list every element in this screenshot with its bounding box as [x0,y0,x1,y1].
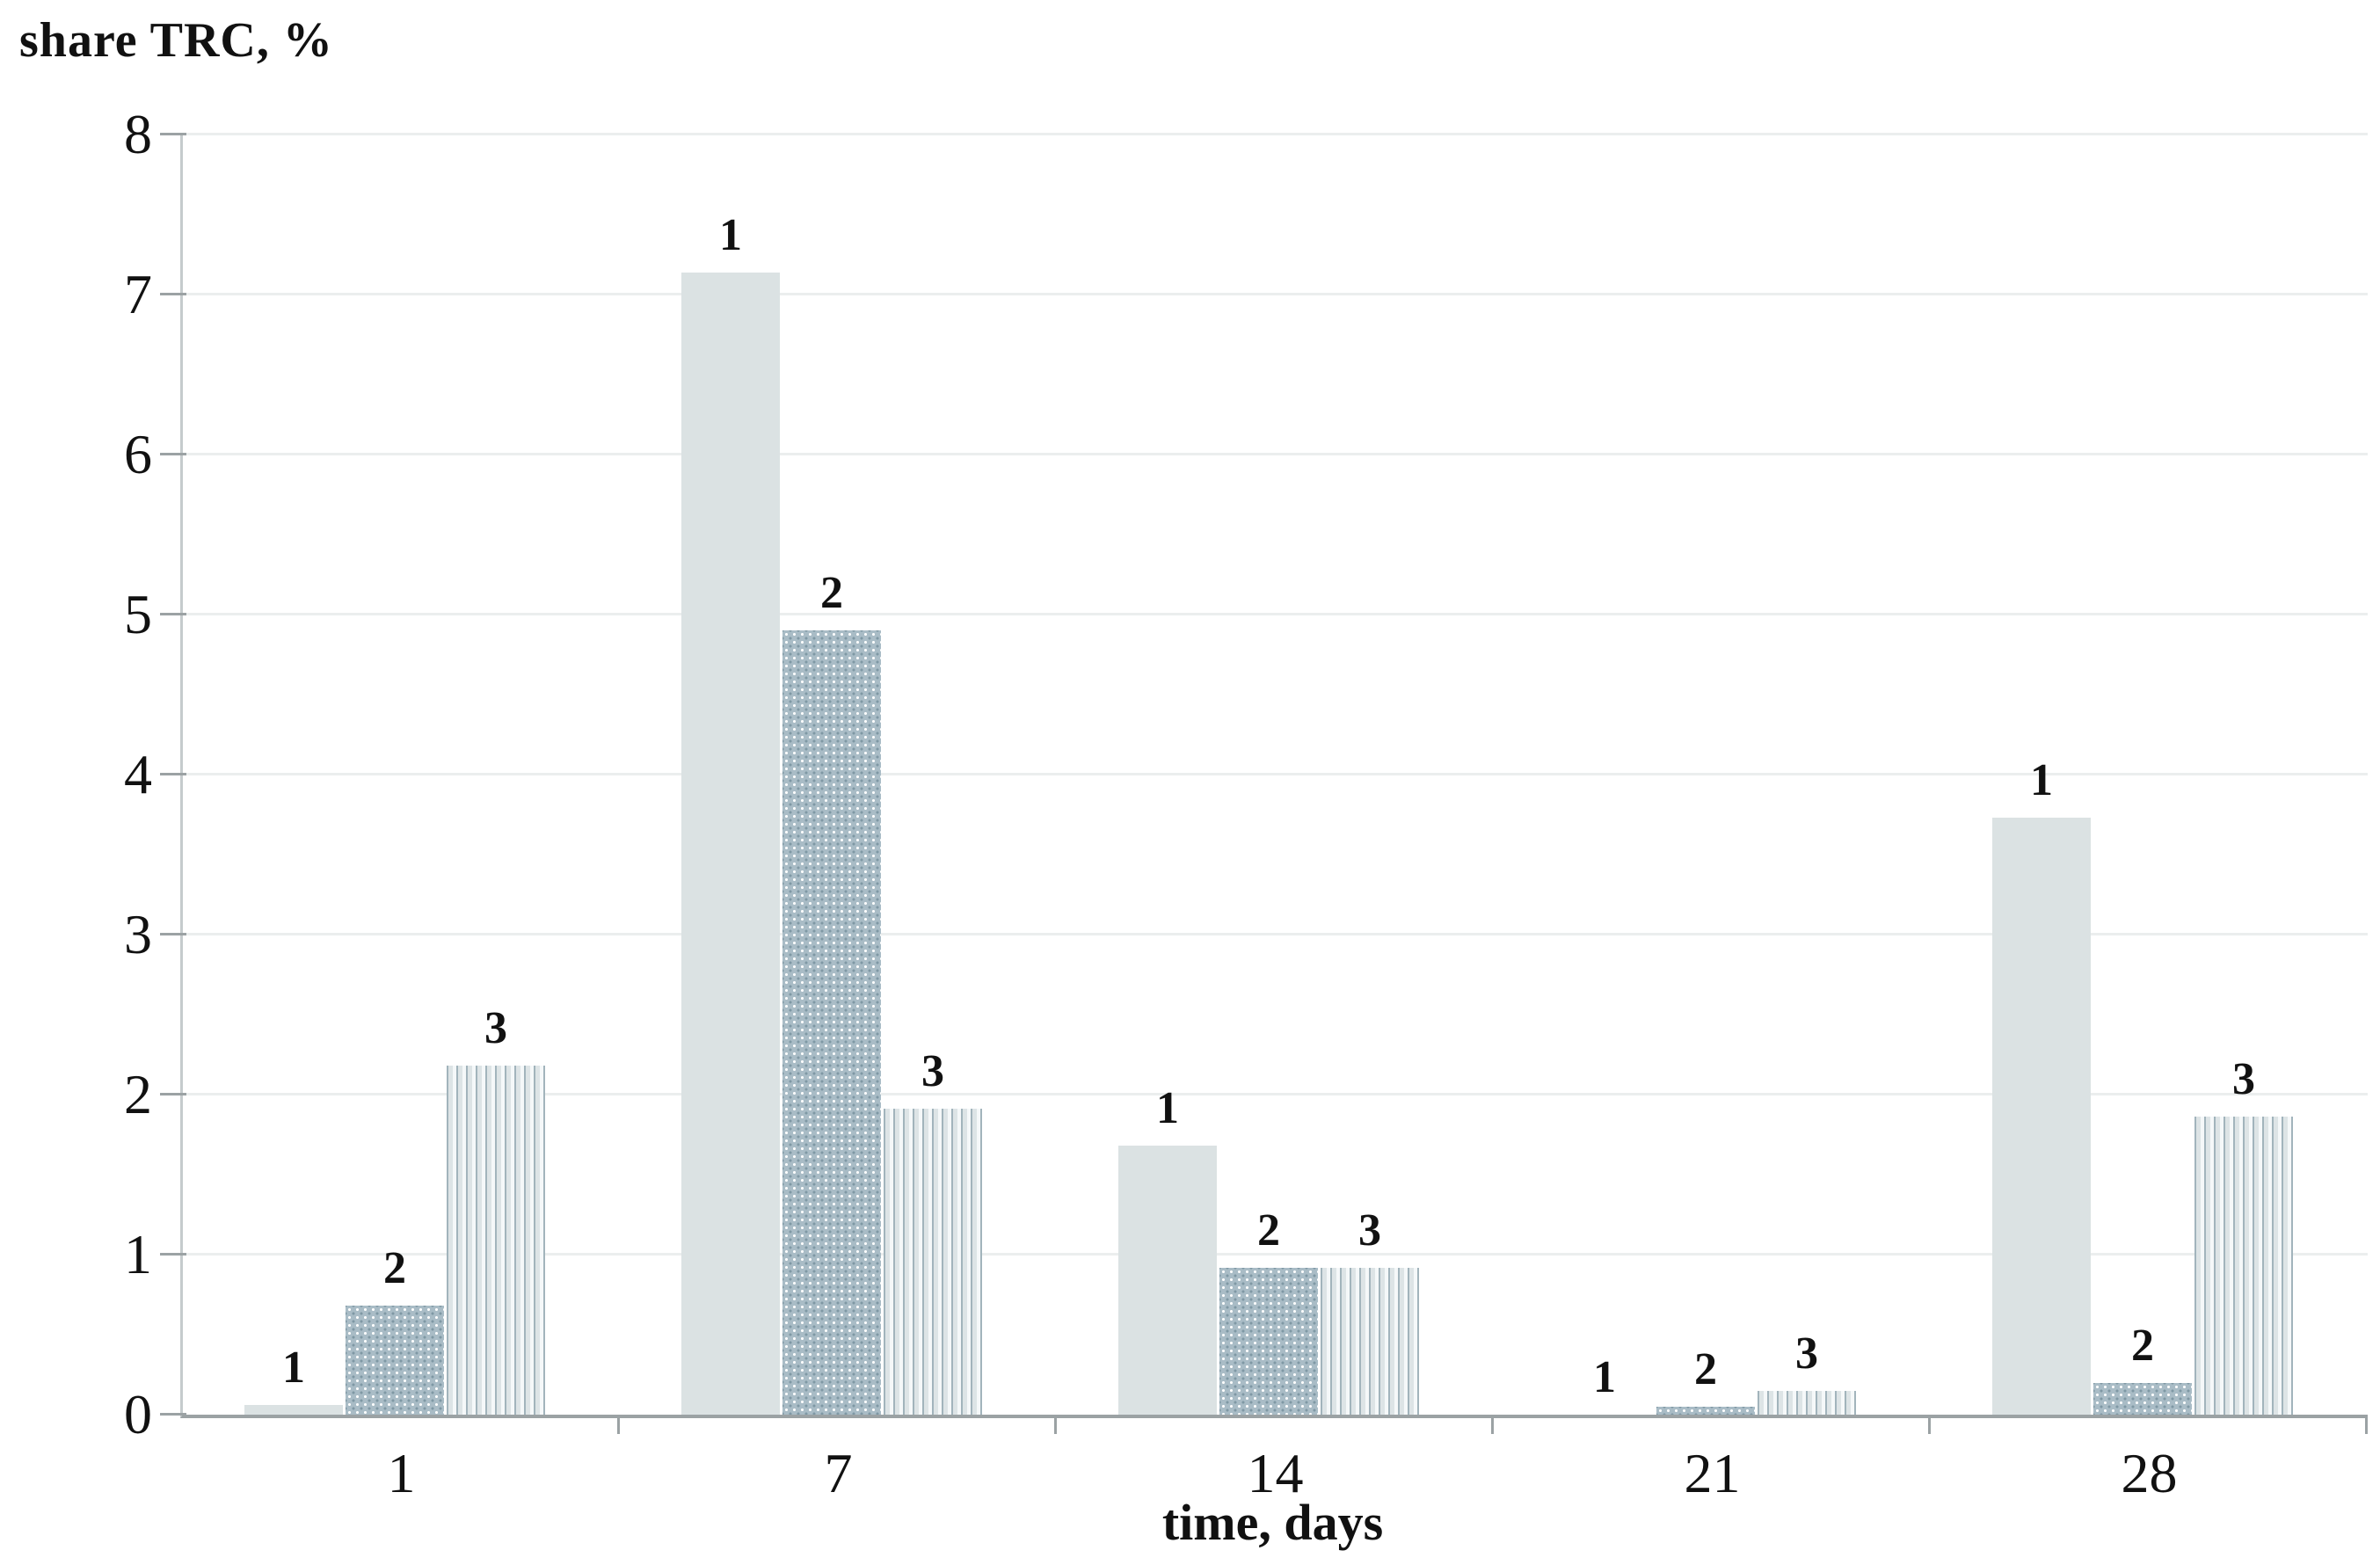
bar-label: 3 [1795,1328,1818,1379]
bar-label: 3 [921,1046,944,1096]
y-tick-label: 6 [124,423,152,485]
bar-series-2 [1219,1268,1318,1415]
gridline [183,453,2368,455]
y-tick-mark [160,133,186,135]
y-tick-mark [160,1253,186,1256]
y-axis-title: share TRC, % [19,13,333,68]
bar-group: 1 2 3 28 [1931,135,2368,1504]
gridline [183,613,2368,615]
bar-label: 2 [1257,1205,1280,1256]
bar-label: 1 [2030,755,2053,805]
bar-series-3 [884,1109,982,1415]
bar-label: 3 [2232,1054,2255,1104]
bar-series-3 [1758,1391,1856,1415]
bar-series-3 [2194,1117,2293,1415]
plot-area: 0 1 2 3 4 5 6 7 8 1 2 3 1 1 2 3 7 1 2 3 14 1 2 3 21 1 2 3 28 [124,104,2368,1504]
gridline [183,773,2368,775]
bar-label: 1 [282,1343,305,1393]
y-tick-label: 5 [124,583,152,645]
x-tick-mark [2365,1418,2368,1434]
x-category-label: 21 [1684,1442,1741,1504]
y-tick-mark [160,1093,186,1096]
y-tick-mark [160,1413,186,1416]
x-category-label: 28 [2121,1442,2178,1504]
bar-label: 2 [820,568,843,618]
bar-series-3 [1321,1268,1419,1415]
bar-label: 1 [1156,1083,1179,1133]
x-tick-mark [1928,1418,1931,1434]
x-axis-title: time, days [1161,1494,1384,1551]
y-tick-label: 2 [124,1063,152,1125]
x-category-label: 1 [387,1442,416,1504]
bar-series-1 [1118,1146,1217,1415]
y-tick-label: 0 [124,1383,152,1445]
bar-series-2 [1656,1407,1755,1415]
y-tick-label: 8 [124,103,152,165]
y-tick-mark [160,293,186,295]
x-tick-mark [1491,1418,1494,1434]
x-tick-mark [617,1418,620,1434]
bar-series-2 [346,1306,444,1415]
x-tick-mark [1054,1418,1057,1434]
bar-group: 1 2 3 7 [620,135,1057,1504]
y-tick-label: 4 [124,743,152,805]
bar-group: 1 2 3 14 [1057,135,1494,1504]
bar-series-1 [244,1405,343,1415]
gridline [183,1253,2368,1256]
y-tick-label: 1 [124,1223,152,1285]
bar-label: 1 [719,210,742,260]
gridline [183,293,2368,295]
bar-series-1 [1992,818,2091,1415]
y-tick-label: 7 [124,263,152,325]
x-category-label: 7 [824,1442,853,1504]
bar-series-3 [447,1066,545,1415]
y-tick-mark [160,613,186,615]
bar-series-1 [681,273,780,1415]
bar-label: 1 [1593,1352,1616,1402]
y-tick-label: 3 [124,903,152,965]
gridline [183,133,2368,135]
bar-series-2 [782,630,881,1415]
gridline [183,1093,2368,1096]
bar-label: 3 [484,1003,507,1053]
bar-label: 3 [1358,1205,1381,1256]
bar-label: 2 [2131,1321,2154,1371]
bar-label: 2 [1694,1344,1717,1394]
bar-label: 2 [383,1243,406,1293]
y-tick-mark [160,773,186,775]
x-category-label: 14 [1247,1442,1304,1504]
gridline [183,933,2368,935]
bar-series-2 [2093,1383,2192,1415]
bar-group: 1 2 3 1 [183,135,620,1504]
y-tick-mark [160,453,186,455]
bar-group: 1 2 3 21 [1494,135,1931,1504]
y-tick-mark [160,933,186,935]
